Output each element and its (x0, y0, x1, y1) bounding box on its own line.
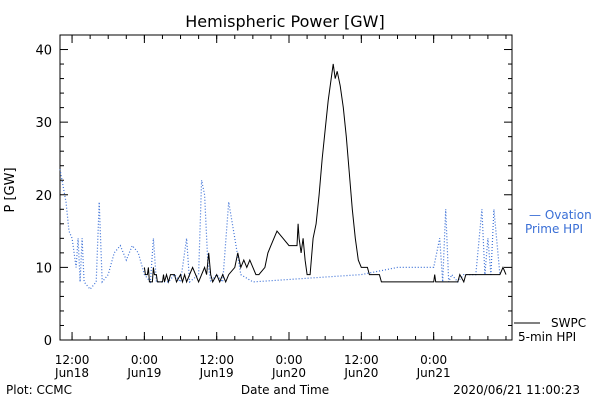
x-tick-label-date: Jun19 (126, 366, 161, 380)
x-tick-label-time: 12:00 (344, 353, 379, 367)
legend-ovation-line1: — Ovation (529, 208, 592, 222)
y-tick-label: 20 (35, 189, 52, 204)
y-tick-label: 0 (44, 334, 52, 349)
y-axis-ticks: 0 10 20 30 40 (35, 44, 512, 349)
x-tick-label-time: 12:00 (55, 353, 90, 367)
x-tick-label-time: 0:00 (276, 353, 303, 367)
footer-plot-credit: Plot: CCMC (6, 383, 72, 397)
x-tick-label-time: 0:00 (131, 353, 158, 367)
y-tick-label: 10 (35, 261, 52, 276)
plot-frame (59, 34, 513, 341)
x-tick-label-time: 12:00 (199, 353, 234, 367)
y-tick-label: 40 (35, 44, 52, 59)
footer-timestamp: 2020/06/21 11:00:23 (453, 383, 580, 397)
y-axis-label: P [GW] (3, 167, 18, 212)
legend-swpc-line2: 5-min HPI (518, 330, 576, 344)
x-tick-label-time: 0:00 (420, 353, 447, 367)
x-tick-label-date: Jun19 (199, 366, 234, 380)
x-tick-label-date: Jun20 (271, 366, 306, 380)
series-layer (59, 63, 507, 291)
y-tick-label: 30 (35, 116, 52, 131)
chart-title: Hemispheric Power [GW] (185, 12, 384, 31)
x-tick-label-date: Jun21 (416, 366, 451, 380)
x-axis-label: Date and Time (241, 383, 329, 397)
x-tick-label-date: Jun20 (343, 366, 378, 380)
legend-ovation-line2: Prime HPI (525, 222, 583, 236)
ovation-prime-series-line (59, 169, 501, 291)
legend-swpc-line1: SWPC (551, 316, 586, 330)
swpc-series-line (143, 63, 507, 284)
x-tick-label-date: Jun18 (54, 366, 89, 380)
x-axis-ticks: 12:00Jun180:00Jun1912:00Jun190:00Jun2012… (54, 35, 507, 380)
